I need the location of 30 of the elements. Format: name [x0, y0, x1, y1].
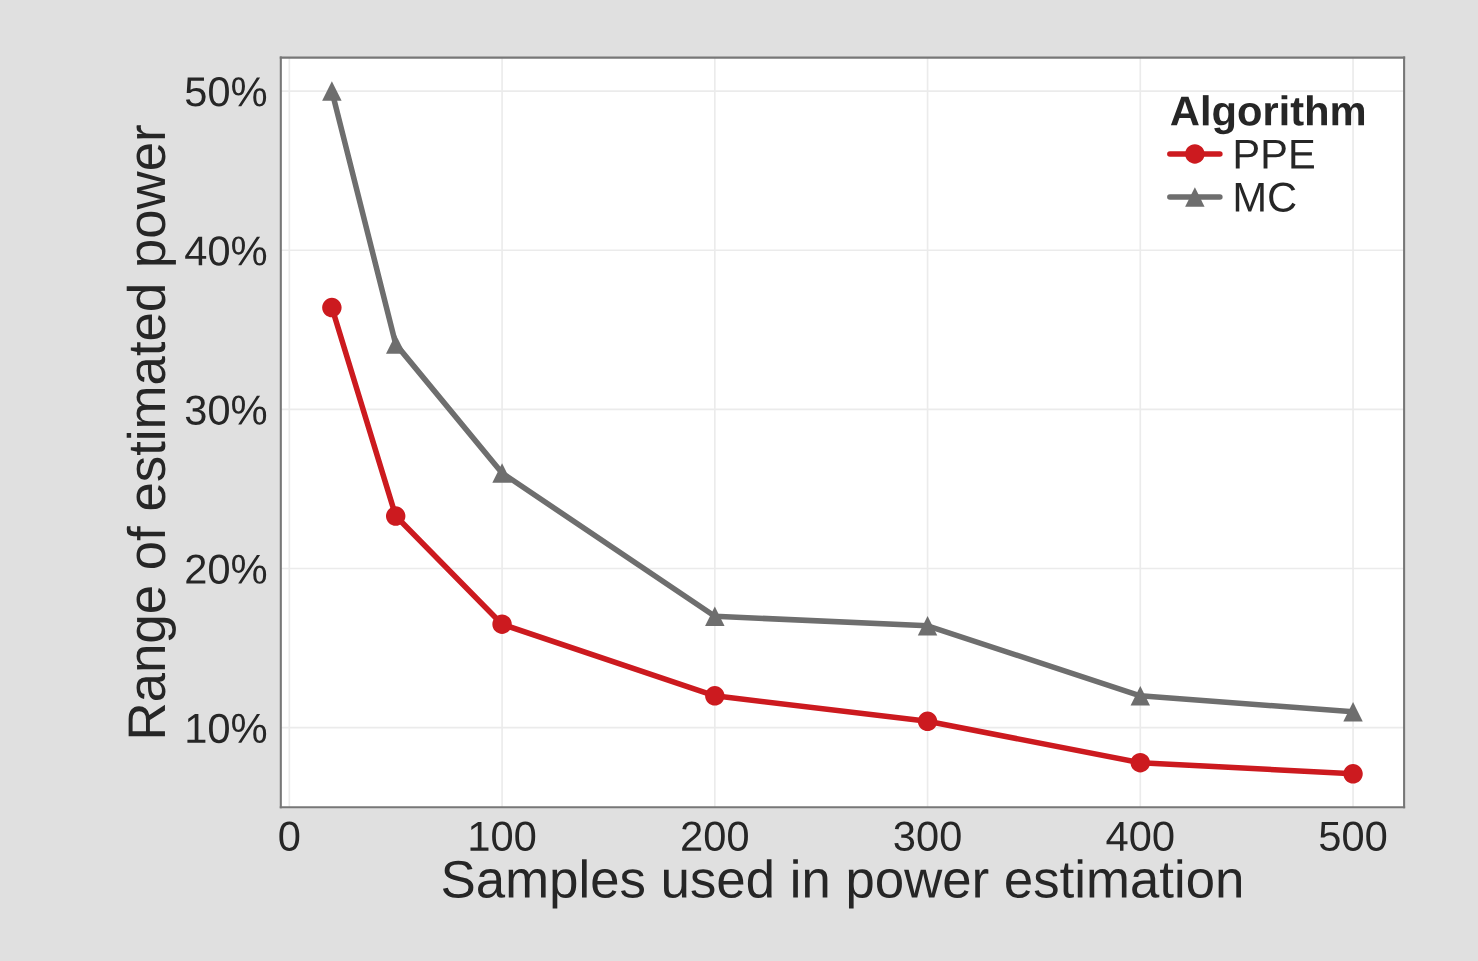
y-tick-label: 10%: [187, 713, 267, 744]
legend-label: PPE: [1235, 139, 1314, 169]
point: [1130, 752, 1151, 773]
point: [1343, 764, 1363, 784]
point: [705, 686, 725, 706]
point: [917, 616, 938, 636]
x-tick-label: 0: [279, 821, 300, 852]
point: [1343, 702, 1363, 722]
x-tick-label: 400: [1106, 821, 1174, 852]
y-tick-label: 30%: [185, 395, 267, 425]
x-axis-title: Samples used in power estimation: [442, 859, 1241, 909]
x-tick-label: 200: [682, 821, 748, 852]
point: [917, 711, 938, 732]
point: [385, 334, 406, 354]
legend-label: MC: [1235, 182, 1296, 212]
y-tick-label: 40%: [185, 236, 267, 266]
point: [492, 463, 512, 483]
x-tick-label: 300: [894, 821, 961, 852]
point: [322, 81, 342, 101]
point: [385, 506, 406, 526]
point: [1130, 686, 1151, 706]
legend-title: Algorithm: [1170, 95, 1365, 135]
point: [492, 614, 512, 634]
x-tick-label: 500: [1319, 821, 1387, 852]
y-axis-title: Range of estimated power: [126, 125, 176, 737]
point: [322, 297, 342, 318]
point: [705, 606, 725, 626]
y-tick-label: 50%: [185, 77, 267, 107]
x-tick-label: 100: [470, 821, 536, 852]
y-tick-label: 20%: [186, 554, 267, 585]
